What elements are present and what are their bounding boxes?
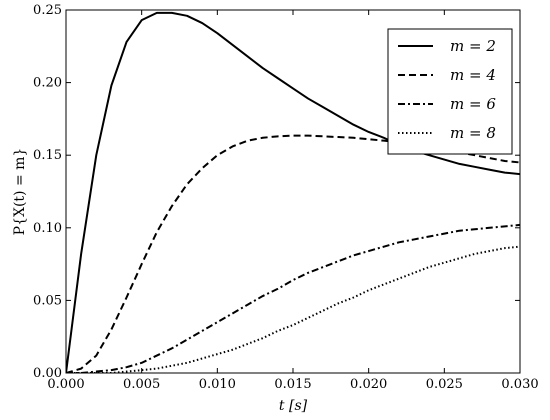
legend-label: m = 2 [450, 37, 496, 55]
x-tick-label: 0.030 [501, 377, 538, 392]
legend-label: m = 6 [450, 95, 496, 113]
x-tick-label: 0.025 [426, 377, 463, 392]
series-line-m6 [66, 223, 520, 373]
x-tick-label: 0.010 [199, 377, 236, 392]
y-tick-label: 0.15 [33, 148, 62, 163]
legend: m = 2 m = 4 m = 6 m = 8 [387, 28, 513, 155]
x-tick-label: 0.020 [350, 377, 387, 392]
plot-layer [66, 11, 520, 373]
series-line-m4 [66, 134, 520, 373]
legend-box [387, 28, 513, 155]
x-tick-label: 0.000 [47, 377, 84, 392]
y-tick-label: 0.05 [33, 293, 62, 308]
series-line-m8 [66, 245, 520, 373]
y-axis-title: P{X(t) = m} [12, 148, 28, 236]
legend-label: m = 4 [450, 66, 496, 84]
legend-label: m = 8 [450, 124, 496, 142]
x-tick-label: 0.015 [274, 377, 311, 392]
y-tick-label: 0.00 [33, 366, 62, 381]
y-tick-label: 0.10 [33, 221, 62, 236]
y-tick-label: 0.25 [33, 3, 62, 18]
series-line-m2 [66, 11, 520, 373]
x-axis-title: t [s] [279, 398, 308, 414]
x-tick-label: 0.005 [123, 377, 160, 392]
axis-layer: 0.000 0.005 0.010 0.015 0.020 0.025 0.030 0.00 0… [12, 3, 539, 414]
y-tick-label: 0.20 [33, 76, 62, 91]
